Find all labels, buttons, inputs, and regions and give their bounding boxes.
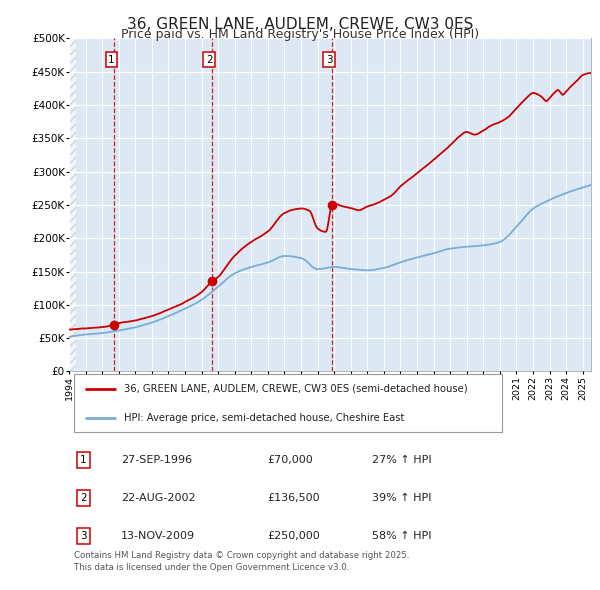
- Text: Contains HM Land Registry data © Crown copyright and database right 2025.
This d: Contains HM Land Registry data © Crown c…: [74, 551, 410, 572]
- Text: 3: 3: [326, 55, 332, 65]
- Text: 22-AUG-2002: 22-AUG-2002: [121, 493, 196, 503]
- Text: 1: 1: [80, 455, 87, 465]
- Text: £250,000: £250,000: [268, 531, 320, 541]
- Text: 36, GREEN LANE, AUDLEM, CREWE, CW3 0ES (semi-detached house): 36, GREEN LANE, AUDLEM, CREWE, CW3 0ES (…: [124, 384, 467, 394]
- Text: 2: 2: [80, 493, 87, 503]
- Text: 1: 1: [108, 55, 115, 65]
- Text: 27% ↑ HPI: 27% ↑ HPI: [372, 455, 431, 465]
- Text: 39% ↑ HPI: 39% ↑ HPI: [372, 493, 431, 503]
- Bar: [69, 38, 76, 372]
- Text: 58% ↑ HPI: 58% ↑ HPI: [372, 531, 431, 541]
- Text: £136,500: £136,500: [268, 493, 320, 503]
- Text: 13-NOV-2009: 13-NOV-2009: [121, 531, 196, 541]
- Text: Price paid vs. HM Land Registry's House Price Index (HPI): Price paid vs. HM Land Registry's House …: [121, 28, 479, 41]
- Text: 27-SEP-1996: 27-SEP-1996: [121, 455, 193, 465]
- Text: £70,000: £70,000: [268, 455, 313, 465]
- Text: HPI: Average price, semi-detached house, Cheshire East: HPI: Average price, semi-detached house,…: [124, 412, 404, 422]
- Text: 36, GREEN LANE, AUDLEM, CREWE, CW3 0ES: 36, GREEN LANE, AUDLEM, CREWE, CW3 0ES: [127, 17, 473, 31]
- Text: 2: 2: [206, 55, 212, 65]
- Text: 3: 3: [80, 531, 87, 541]
